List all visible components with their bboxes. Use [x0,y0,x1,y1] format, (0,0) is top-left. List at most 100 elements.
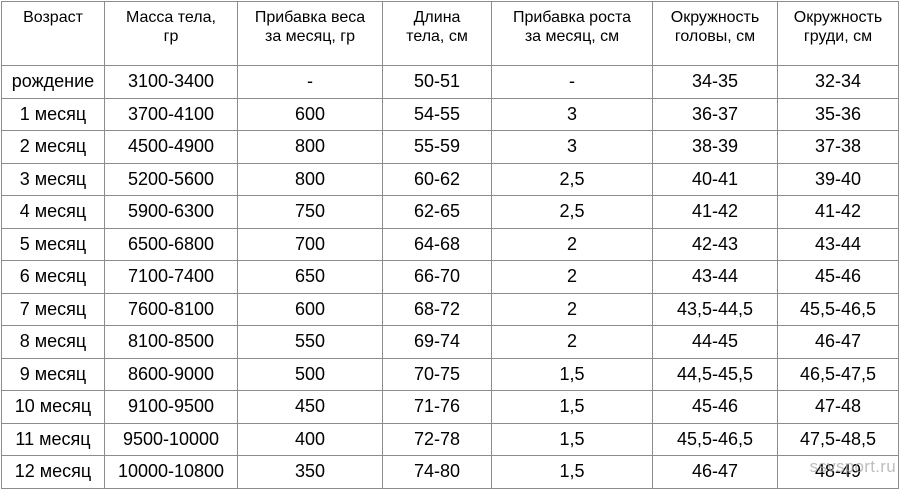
table-cell-chest-circumference: 45-46 [777,260,899,294]
table-cell-head-circumference: 41-42 [652,195,778,229]
table-cell-head-circumference: 43,5-44,5 [652,292,778,326]
table-cell-height-gain: - [491,65,653,99]
table-cell-chest-circumference: 45,5-46,5 [777,292,899,326]
table-cell-weight-gain: 800 [237,162,383,196]
column-header-body-length: Длина тела, см [382,1,492,66]
table-cell-chest-circumference: 32-34 [777,65,899,99]
table-cell-head-circumference: 40-41 [652,162,778,196]
table-cell-head-circumference: 36-37 [652,97,778,131]
table-cell-height-gain: 2,5 [491,162,653,196]
table-cell-weight-gain: - [237,65,383,99]
column-header-line: Окружность [670,9,760,26]
column-header-line: Длина [413,9,461,26]
table-cell-body-weight: 5200-5600 [104,162,238,196]
table-cell-age: 5 месяц [1,227,105,261]
table-cell-body-length: 74-80 [382,455,492,489]
table-cell-height-gain: 3 [491,130,653,164]
table-cell-weight-gain: 400 [237,422,383,456]
table-cell-chest-circumference: 46,5-47,5 [777,357,899,391]
table-cell-head-circumference: 34-35 [652,65,778,99]
table-cell-age: 12 месяц [1,455,105,489]
table-cell-age: 2 месяц [1,130,105,164]
table-cell-chest-circumference: 41-42 [777,195,899,229]
table-cell-body-length: 64-68 [382,227,492,261]
table-cell-body-length: 66-70 [382,260,492,294]
table-cell-weight-gain: 700 [237,227,383,261]
table-cell-head-circumference: 44-45 [652,325,778,359]
column-header-body-weight: Масса тела, гр [104,1,238,66]
table-cell-chest-circumference: 39-40 [777,162,899,196]
column-header-line: Масса тела, [126,9,216,26]
table-cell-body-length: 62-65 [382,195,492,229]
table-cell-age: 10 месяц [1,390,105,424]
column-header-age: Возраст [1,1,105,66]
table-cell-age: 9 месяц [1,357,105,391]
table-row: 3 месяц 5200-5600 800 60-62 2,5 40-41 39-40 [1,162,899,196]
table-cell-chest-circumference: 48-49 [777,455,899,489]
table-cell-body-weight: 5900-6300 [104,195,238,229]
table-cell-weight-gain: 500 [237,357,383,391]
table-cell-body-length: 72-78 [382,422,492,456]
header-row: Возраст Масса тела, гр Прибавка веса за меся… [1,1,899,66]
table-cell-height-gain: 2 [491,325,653,359]
table-cell-body-length: 71-76 [382,390,492,424]
table-cell-body-weight: 3700-4100 [104,97,238,131]
table-cell-weight-gain: 600 [237,292,383,326]
table-row: 4 месяц 5900-6300 750 62-65 2,5 41-42 41-42 [1,195,899,229]
table-row: 10 месяц 9100-9500 450 71-76 1,5 45-46 47-48 [1,390,899,424]
column-header-line: за месяц, гр [264,28,356,45]
column-header-line: Окружность [793,9,883,26]
table-cell-body-weight: 3100-3400 [104,65,238,99]
table-cell-body-length: 68-72 [382,292,492,326]
table-row: 2 месяц 4500-4900 800 55-59 3 38-39 37-38 [1,130,899,164]
table-cell-age: 1 месяц [1,97,105,131]
column-header-chest-circumference: Окружность груди, см [777,1,899,66]
table-row: 8 месяц 8100-8500 550 69-74 2 44-45 46-47 [1,325,899,359]
table-cell-age: 7 месяц [1,292,105,326]
table-cell-body-weight: 9100-9500 [104,390,238,424]
table-cell-height-gain: 2 [491,260,653,294]
table-cell-weight-gain: 450 [237,390,383,424]
table-row: рождение 3100-3400-50-51-34-35 32-34 [1,65,899,99]
table-cell-body-weight: 7600-8100 [104,292,238,326]
column-header-line: Прибавка веса [254,9,366,26]
table-cell-age: 8 месяц [1,325,105,359]
table-cell-body-weight: 9500-10000 [104,422,238,456]
table-body: рождение 3100-3400-50-51-34-35 32-34 1 меся… [1,65,899,489]
table-cell-body-length: 69-74 [382,325,492,359]
table-cell-body-length: 60-62 [382,162,492,196]
table-cell-body-length: 50-51 [382,65,492,99]
column-header-line: Возраст [23,9,83,26]
table-cell-age: 6 месяц [1,260,105,294]
table-cell-head-circumference: 46-47 [652,455,778,489]
table-cell-head-circumference: 44,5-45,5 [652,357,778,391]
table-cell-height-gain: 1,5 [491,455,653,489]
table-header: Возраст Масса тела, гр Прибавка веса за меся… [1,1,899,66]
table-cell-body-weight: 8600-9000 [104,357,238,391]
table-cell-chest-circumference: 47-48 [777,390,899,424]
table-cell-body-length: 70-75 [382,357,492,391]
table-row: 6 месяц 7100-7400 650 66-70 2 43-44 45-46 [1,260,899,294]
table-cell-head-circumference: 38-39 [652,130,778,164]
table-cell-body-length: 55-59 [382,130,492,164]
table-cell-weight-gain: 350 [237,455,383,489]
column-header-line: груди, см [803,28,873,45]
table-cell-height-gain: 1,5 [491,422,653,456]
table-cell-chest-circumference: 46-47 [777,325,899,359]
table-row: 7 месяц 7600-8100 600 68-72 2 43,5-44,5 45,5-4… [1,292,899,326]
column-header-height-gain: Прибавка роста за месяц, см [491,1,653,66]
table-cell-height-gain: 3 [491,97,653,131]
table-cell-age: 11 месяц [1,422,105,456]
table-cell-chest-circumference: 37-38 [777,130,899,164]
table-cell-chest-circumference: 43-44 [777,227,899,261]
column-header-line: головы, см [674,28,756,45]
table-row: 12 месяц 10000-10800 350 74-80 1,5 46-47 48-49 [1,455,899,489]
table-cell-weight-gain: 750 [237,195,383,229]
table-cell-body-length: 54-55 [382,97,492,131]
table-cell-body-weight: 4500-4900 [104,130,238,164]
table-cell-height-gain: 1,5 [491,390,653,424]
column-header-line: тела, см [406,28,468,45]
site-watermark: ssvsport.ru [809,457,896,476]
table-cell-body-weight: 7100-7400 [104,260,238,294]
table-cell-body-weight: 6500-6800 [104,227,238,261]
